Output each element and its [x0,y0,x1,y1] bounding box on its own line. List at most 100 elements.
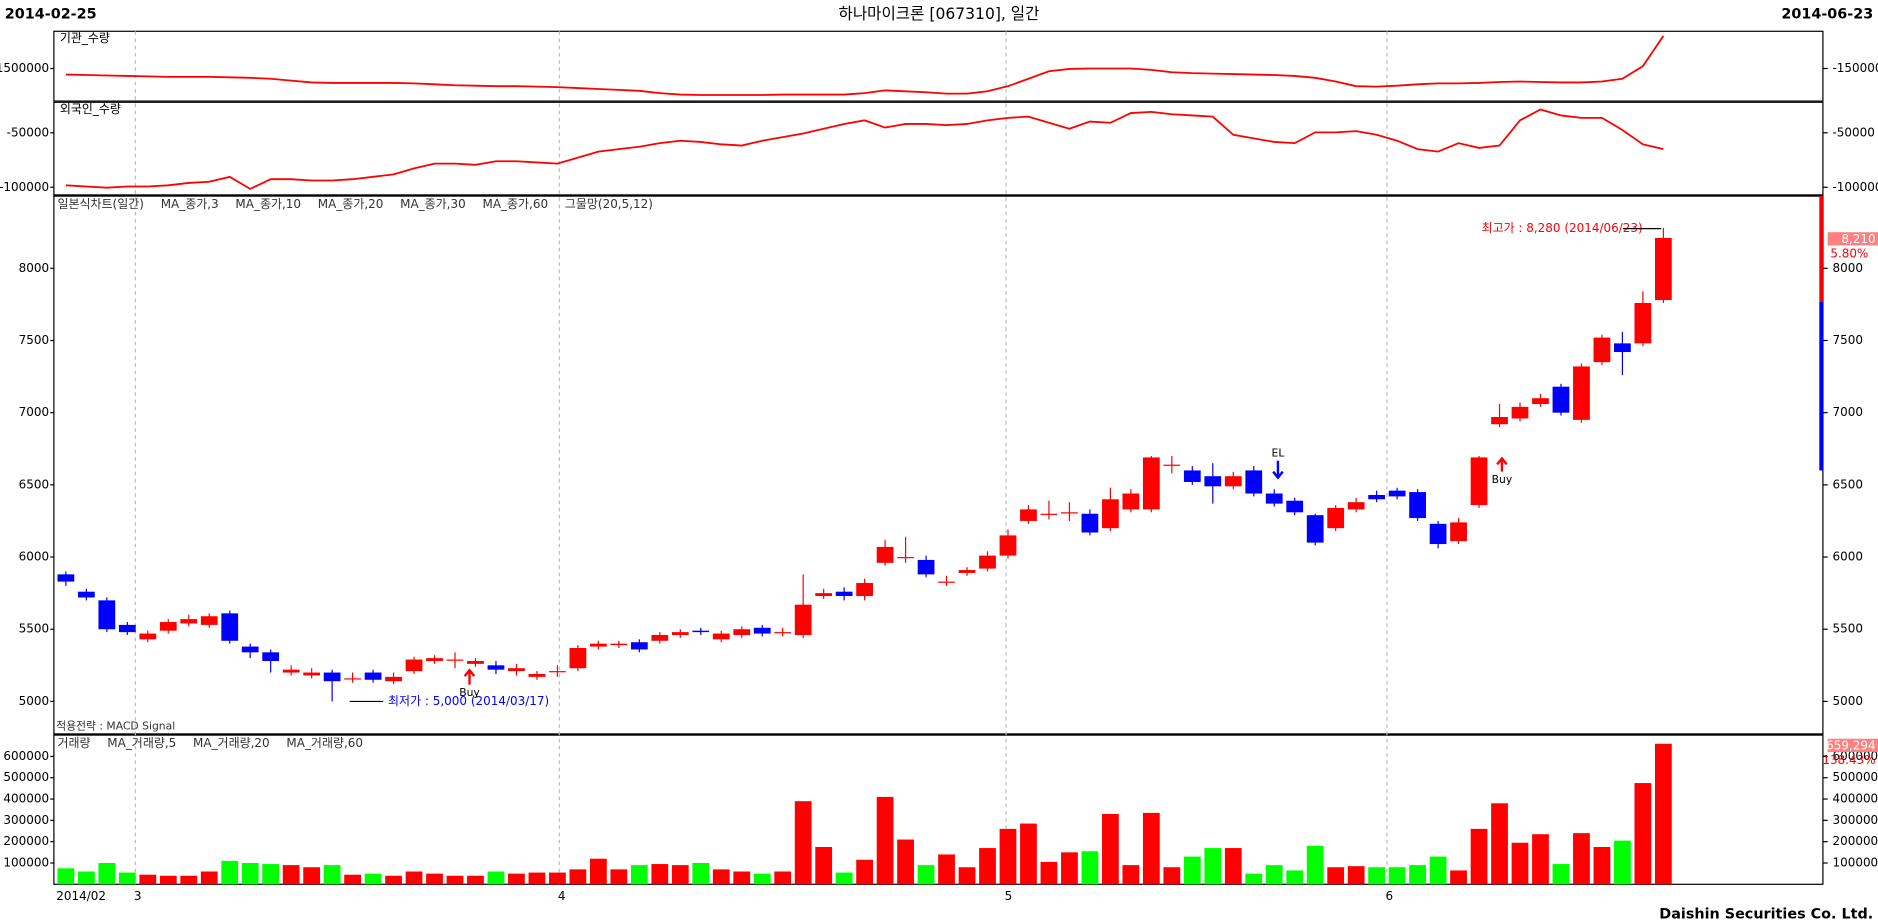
legend-item: MA_종가,20 [318,197,384,211]
change-pct: 5.80% [1830,246,1868,260]
legend-item: MA_종가,10 [235,197,301,211]
volume-bar [958,867,976,885]
candle-body [262,652,280,661]
volume-bar [1368,867,1386,885]
volume-bar [733,871,751,885]
volume-bar [1306,845,1324,885]
start-date: 2014-02-25 [5,6,97,22]
legend-item: 일본식차트(일간) [57,197,143,211]
volume-bar [712,869,730,885]
y-tick-label-right: 7500 [1832,333,1862,347]
y-tick-label-right: 300000 [1832,813,1878,827]
legend-item: 그물망(20,5,12) [565,197,653,211]
y-tick-label-right: 6000 [1832,550,1862,564]
candle-body [1552,386,1570,413]
volume-bar [1061,852,1078,885]
legend-item: MA_종가,3 [161,197,219,211]
y-tick-label-right: 200000 [1832,834,1878,848]
candle-body [897,557,914,559]
volume-bar [487,871,505,885]
candle-body [1429,523,1447,545]
panel-title: 외국인_수량 [60,102,121,116]
candle-body [180,619,198,624]
y-tick-label: 7500 [19,333,49,347]
x-tick-label: 5 [1005,889,1013,903]
legend-item: MA_거래량,60 [286,736,363,750]
candle-body [426,658,443,661]
volume-bar [508,873,525,885]
price-marker-bg [1827,232,1878,246]
volume-bar [1102,813,1119,885]
legend-item: 거래량 [57,736,90,750]
candle-body [118,624,136,633]
data-line [65,108,1664,190]
volume-bar [385,875,402,885]
candle-body [98,600,116,630]
panel-frame [53,195,1824,735]
candle-body [344,678,361,680]
volume-bar [815,847,833,885]
y-tick-label: 500000 [3,770,49,784]
volume-bar [1327,867,1345,885]
y-tick-label: 400000 [3,792,49,806]
volume-bar [159,875,177,885]
candle-body [1532,398,1549,405]
candle-body [528,673,546,677]
legend-item: MA_거래량,20 [193,736,270,750]
volume-bar [221,860,239,885]
volume-bar [835,872,853,885]
volume-bar [446,875,464,885]
candle-body [1450,522,1467,542]
el-arrow [1272,460,1284,480]
candle-body [1224,476,1242,487]
candle-body [692,630,710,633]
volume-bar [589,858,607,885]
candle-body [774,632,792,634]
volume-bar [917,865,935,885]
candle-body [1368,494,1386,500]
y-tick-label: 300000 [3,813,49,827]
volume-bar [671,865,689,885]
candle-body [856,583,874,597]
y-tick-label-right: -1500000 [1832,61,1878,75]
volume-bar [57,868,75,885]
volume-bar [528,872,546,885]
candle-body [917,559,935,575]
candle-body [1245,470,1263,494]
candle-body [364,672,382,680]
volume-bar [610,869,628,885]
volume-bar [1286,870,1304,885]
volume-bar [876,796,894,885]
candle-body [794,604,812,636]
candle-body [1654,237,1672,301]
volume-bar [794,801,812,885]
x-tick-label: 6 [1386,889,1394,903]
data-line [65,35,1665,96]
y-tick-label-right: 100000 [1832,855,1878,869]
volume-bar [1532,834,1549,885]
volume-bar [630,865,648,885]
x-tick-label: 3 [134,889,142,903]
candle-body [958,570,976,573]
candle-body [1142,457,1160,510]
volume-change: 138.43% [1822,753,1875,767]
volume-bar [1429,856,1447,885]
volume-bar [1409,865,1426,885]
panel-title: 기관_수량 [60,31,110,45]
candle-body [1327,507,1345,529]
last-volume: 659,294 [1826,738,1876,752]
y-tick-label-right: 8000 [1832,261,1862,275]
candle-body [323,672,341,682]
y-tick-label-right: 6500 [1832,477,1862,491]
volume-bar [1040,861,1058,885]
candle-body [651,635,669,641]
candle-body [938,581,955,583]
y-tick-label-right: 600000 [1832,749,1878,763]
volume-bar [1491,803,1508,885]
volume-bar [1265,865,1283,885]
candle-body [549,671,566,673]
candle-body [139,633,157,640]
candle-body [282,669,300,673]
volume-bar [938,854,955,885]
candle-body [1204,476,1222,487]
